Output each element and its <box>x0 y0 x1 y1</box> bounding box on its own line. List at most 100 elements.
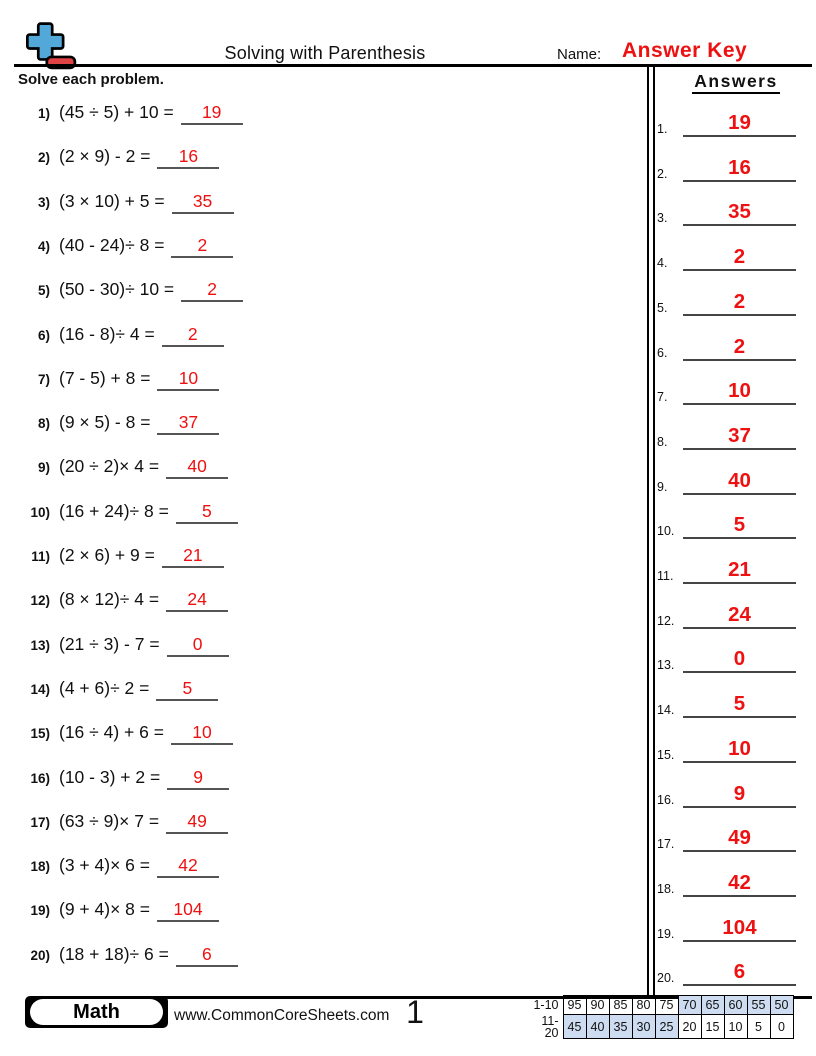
answer-blank: 2 <box>683 290 796 316</box>
answer-blank: 42 <box>683 871 796 897</box>
problem-expression: (16 + 24)÷ 8 = <box>59 500 169 521</box>
answer-row: 2. 16 <box>657 155 796 182</box>
problem-answer-blank: 35 <box>171 191 234 214</box>
problem-answer-blank: 6 <box>175 944 238 967</box>
problem-row: 16) (10 - 3) + 2 = 9 <box>20 766 230 790</box>
answer-row: 6. 2 <box>657 334 796 361</box>
problem-expression: (4 + 6)÷ 2 = <box>59 677 150 698</box>
answer-number: 3. <box>657 211 668 226</box>
answer-number: 11. <box>657 569 674 583</box>
page-number: 1 <box>406 994 424 1030</box>
answer-row: 4. 2 <box>657 244 796 272</box>
answer-blank: 24 <box>683 603 796 629</box>
problem-number: 12) <box>30 593 50 609</box>
problem-number: 10) <box>30 504 50 520</box>
problem-expression: (8 × 12)÷ 4 = <box>59 589 160 610</box>
answer-number: 7. <box>657 390 668 405</box>
answer-row: 18. 42 <box>657 870 796 897</box>
problem-number: 14) <box>30 681 50 697</box>
score-cell: 40 <box>585 1014 610 1039</box>
problem-expression: (40 - 24)÷ 8 = <box>59 234 165 255</box>
problem-answer-blank: 104 <box>156 899 219 923</box>
problem-number: 20) <box>30 947 50 963</box>
problem-answer-blank: 10 <box>157 368 220 391</box>
problem-expression: (21 ÷ 3) - 7 = <box>59 633 160 654</box>
score-cell: 55 <box>746 995 771 1015</box>
answer-row: 16. 9 <box>657 781 796 808</box>
problem-answer-blank: 16 <box>157 146 220 170</box>
answer-blank: 9 <box>683 782 796 808</box>
instructions-text: Solve each problem. <box>18 71 164 88</box>
score-cell: 35 <box>608 1014 633 1039</box>
problem-expression: (10 - 3) + 2 = <box>59 766 161 787</box>
problem-expression: (3 + 4)× 6 = <box>59 855 150 876</box>
answer-blank: 0 <box>683 648 796 674</box>
answer-row: 20. 6 <box>657 959 796 987</box>
score-cell: 90 <box>585 995 610 1015</box>
problem-row: 9) (20 ÷ 2)× 4 = 40 <box>20 456 229 480</box>
answer-row: 12. 24 <box>657 602 796 629</box>
problem-answer-blank: 42 <box>156 855 219 879</box>
answer-blank: 5 <box>683 693 796 719</box>
problem-number: 8) <box>37 416 50 432</box>
problem-row: 5) (50 - 30)÷ 10 = 2 <box>20 279 244 303</box>
answer-row: 3. 35 <box>657 199 796 227</box>
answer-row: 13. 0 <box>657 646 796 674</box>
answer-number: 18. <box>657 881 675 896</box>
score-table-container: 1-10 95 90 85 80 75 70 65 60 55 50 11-20 45 40 35 30 25 2… <box>529 995 794 1039</box>
problem-number: 4) <box>37 238 50 254</box>
problem-row: 20) (18 + 18)÷ 6 = 6 <box>20 944 238 967</box>
footer-rule <box>160 996 812 999</box>
problem-row: 6) (16 - 8)÷ 4 = 2 <box>20 324 224 347</box>
score-cell: 25 <box>654 1014 679 1039</box>
problem-number: 13) <box>30 637 50 653</box>
problem-expression: (20 ÷ 2)× 4 = <box>59 456 160 477</box>
problem-row: 4) (40 - 24)÷ 8 = 2 <box>20 234 234 258</box>
score-cell: 75 <box>654 995 679 1015</box>
problem-expression: (2 × 6) + 9 = <box>59 545 155 565</box>
answer-row: 14. 5 <box>657 691 796 719</box>
score-table-row: 1-10 95 90 85 80 75 70 65 60 55 50 <box>529 995 794 1015</box>
problem-answer-blank: 9 <box>167 767 230 790</box>
problem-answer-blank: 19 <box>180 102 243 125</box>
problem-row: 18) (3 + 4)× 6 = 42 <box>20 855 219 879</box>
answer-blank: 2 <box>683 246 796 272</box>
problem-number: 15) <box>30 726 50 742</box>
problem-number: 9) <box>37 460 50 476</box>
subject-badge: Math <box>25 996 168 1028</box>
problem-number: 7) <box>37 371 50 387</box>
problem-row: 1) (45 ÷ 5) + 10 = 19 <box>20 102 243 125</box>
answer-number: 6. <box>657 345 668 360</box>
answer-blank: 35 <box>683 201 796 227</box>
problem-expression: (16 ÷ 4) + 6 = <box>59 722 164 743</box>
problem-row: 14) (4 + 6)÷ 2 = 5 <box>20 677 219 701</box>
answer-row: 9. 40 <box>657 468 796 495</box>
problem-row: 13) (21 ÷ 3) - 7 = 0 <box>20 634 229 657</box>
score-range-label: 11-20 <box>541 1013 559 1040</box>
answer-number: 12. <box>657 613 675 628</box>
problem-row: 10) (16 + 24)÷ 8 = 5 <box>20 501 238 524</box>
problem-answer-blank: 5 <box>156 678 219 701</box>
problem-row: 17) (63 ÷ 9)× 7 = 49 <box>20 811 229 834</box>
answer-number: 15. <box>657 747 675 762</box>
problem-expression: (45 ÷ 5) + 10 = <box>59 102 174 122</box>
score-cell: 95 <box>562 995 587 1015</box>
problem-expression: (2 × 9) - 2 = <box>59 146 151 167</box>
answer-blank: 21 <box>683 559 796 584</box>
answers-panel-title: Answers <box>666 71 806 94</box>
answer-key-value: Answer Key <box>622 39 748 62</box>
problem-number: 2) <box>37 150 50 166</box>
problem-answer-blank: 21 <box>161 545 224 568</box>
answer-blank: 10 <box>683 380 796 406</box>
subject-badge-label: Math <box>30 999 163 1025</box>
answer-blank: 6 <box>683 961 796 987</box>
answers-panel-title-text: Answers <box>692 71 780 94</box>
problem-expression: (9 + 4)× 8 = <box>59 899 150 920</box>
website-link: www.CommonCoreSheets.com <box>174 1007 390 1024</box>
problem-number: 11) <box>31 549 50 564</box>
answer-row: 1. 19 <box>657 110 796 137</box>
answer-blank: 40 <box>683 469 796 495</box>
problem-expression: (9 × 5) - 8 = <box>59 412 151 433</box>
answer-number: 10. <box>657 524 675 539</box>
